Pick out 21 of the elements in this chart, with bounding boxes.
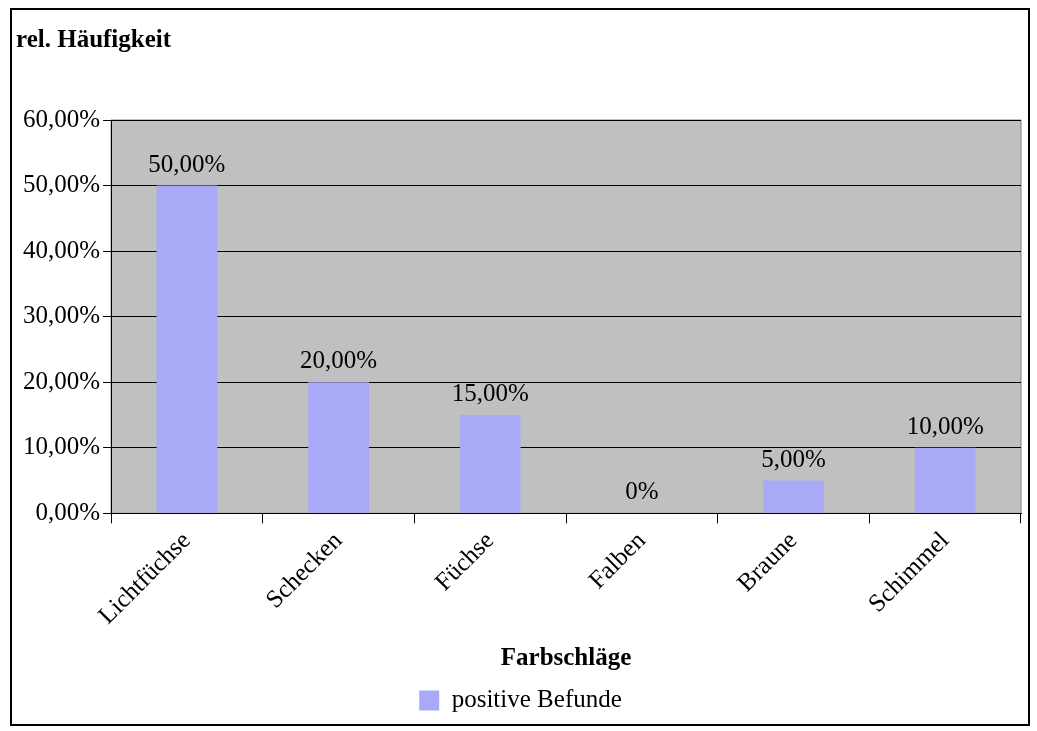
y-tick-label: 20,00% xyxy=(23,366,101,394)
bar xyxy=(763,480,824,513)
bar xyxy=(308,382,369,513)
x-axis-title: Farbschläge xyxy=(500,643,632,671)
text: 0% xyxy=(625,477,659,505)
bar xyxy=(914,447,976,513)
y-tick-label: 0,00% xyxy=(35,497,101,525)
y-tick-label: 50,00% xyxy=(23,170,101,198)
text: 5,00% xyxy=(761,444,826,472)
text: 50,00% xyxy=(148,149,226,177)
y-tick-label: 10,00% xyxy=(23,432,101,460)
y-axis-title: rel. Häufigkeit xyxy=(16,24,172,52)
text: 10,00% xyxy=(906,411,984,439)
text: 20,00% xyxy=(300,346,378,374)
y-tick-label: 40,00% xyxy=(23,235,101,263)
y-tick-label: 60,00% xyxy=(23,104,101,132)
bar xyxy=(459,415,521,513)
y-tick-label: 30,00% xyxy=(23,301,101,329)
legend-label: positive Befunde xyxy=(451,685,622,713)
text: 15,00% xyxy=(451,379,529,407)
bar xyxy=(156,185,218,513)
